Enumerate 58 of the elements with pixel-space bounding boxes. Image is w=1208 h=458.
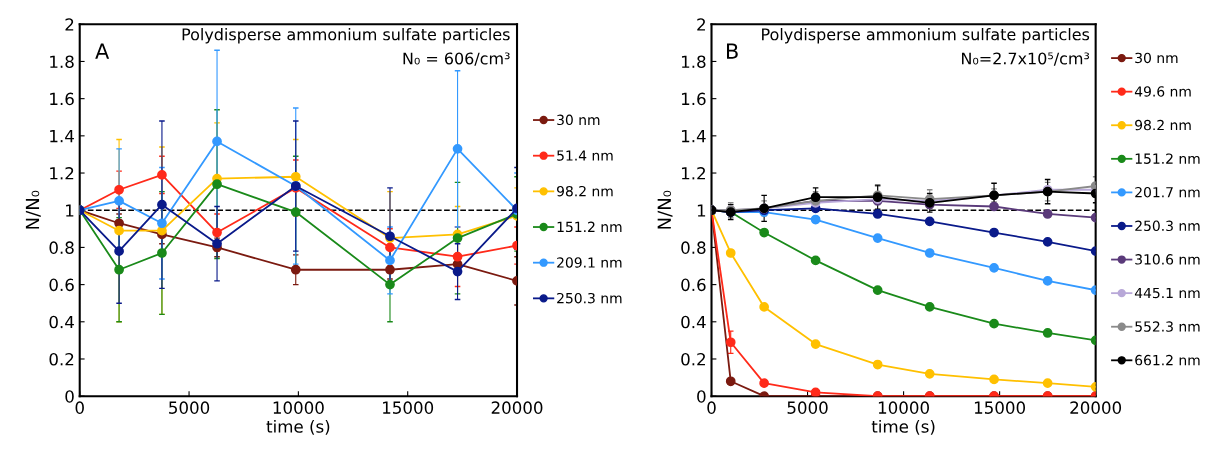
annotation: N₀=2.7x10⁵/cm³ [962, 52, 1090, 66]
legend-label: 661.2 nm [1135, 354, 1200, 366]
x-tick-label: 15000 [974, 401, 1026, 414]
legend-label: 30 nm [1135, 52, 1178, 64]
text: B [727, 43, 738, 59]
legend-label: 250.3 nm [557, 292, 622, 304]
legend-label: 445.1 nm [1134, 287, 1200, 299]
y-tick-label: 2 [697, 18, 705, 31]
y-tick-label: 1.6 [50, 92, 74, 106]
x-tick-label: 15000 [383, 401, 434, 414]
y-tick-label: 1.4 [50, 130, 74, 143]
x-tick-label: 0 [75, 401, 84, 414]
y-tick-label: 0.4 [49, 315, 74, 329]
legend-label: 151.2 nm [557, 221, 622, 233]
x-axis-title: time (s) [266, 419, 330, 435]
legend-label: 30 nm [557, 114, 600, 126]
x-tick-label: 5000 [169, 401, 210, 414]
y-tick-label: 1 [66, 204, 74, 217]
x-axis-title: time (s) [871, 419, 935, 435]
y-axis-title: N/N₀ [657, 190, 673, 229]
legend-label: 209.1 nm [557, 257, 622, 268]
y-tick-label: 0.6 [681, 278, 706, 292]
x-tick-label: 10000 [273, 401, 324, 414]
y-tick-label: 0 [65, 390, 74, 403]
legend-label: 49.6 nm [1134, 86, 1191, 97]
annotation: Polydisperse ammonium sulfate particles [182, 27, 510, 44]
y-tick-label: 0.4 [681, 315, 706, 329]
legend-label: 552.3 nm [1135, 321, 1200, 332]
y-tick-label: 1.8 [50, 55, 74, 69]
y-tick-label: 0.8 [681, 241, 706, 254]
legend-label: 98.2 nm [1135, 119, 1191, 131]
annotation: N₀ = 606/cm³ [403, 52, 510, 66]
legend-label: 201.7 nm [1135, 186, 1200, 198]
y-tick-label: 1.2 [681, 166, 705, 180]
y-tick-label: 1.8 [681, 55, 706, 69]
annotation: Polydisperse ammonium sulfate particles [762, 27, 1090, 44]
y-tick-label: 0.2 [49, 352, 74, 366]
y-tick-label: 1.2 [50, 166, 74, 180]
y-tick-label: 2 [65, 18, 74, 31]
x-tick-label: 5000 [787, 401, 828, 414]
y-tick-label: 1 [697, 204, 706, 217]
y-tick-label: 0.6 [49, 278, 74, 292]
legend-label: 98.2 nm [556, 185, 613, 197]
legend-label: 151.2 nm [1135, 153, 1200, 164]
y-tick-label: 1.4 [681, 130, 706, 143]
y-tick-label: 1.6 [681, 92, 706, 106]
x-tick-label: 20000 [491, 401, 543, 414]
x-tick-label: 20000 [1070, 401, 1122, 414]
y-tick-label: 0.8 [49, 241, 74, 254]
y-axis-title: N/N₀ [25, 190, 41, 229]
x-tick-label: 10000 [878, 401, 929, 414]
legend-label: 310.6 nm [1135, 254, 1200, 265]
legend-label: 250.3 nm [1135, 220, 1200, 232]
x-tick-label: 0 [707, 401, 716, 414]
y-tick-label: 0.2 [681, 352, 705, 366]
y-tick-label: 0 [697, 390, 706, 403]
text: A [95, 43, 110, 59]
legend-label: 51.4 nm [557, 150, 613, 161]
